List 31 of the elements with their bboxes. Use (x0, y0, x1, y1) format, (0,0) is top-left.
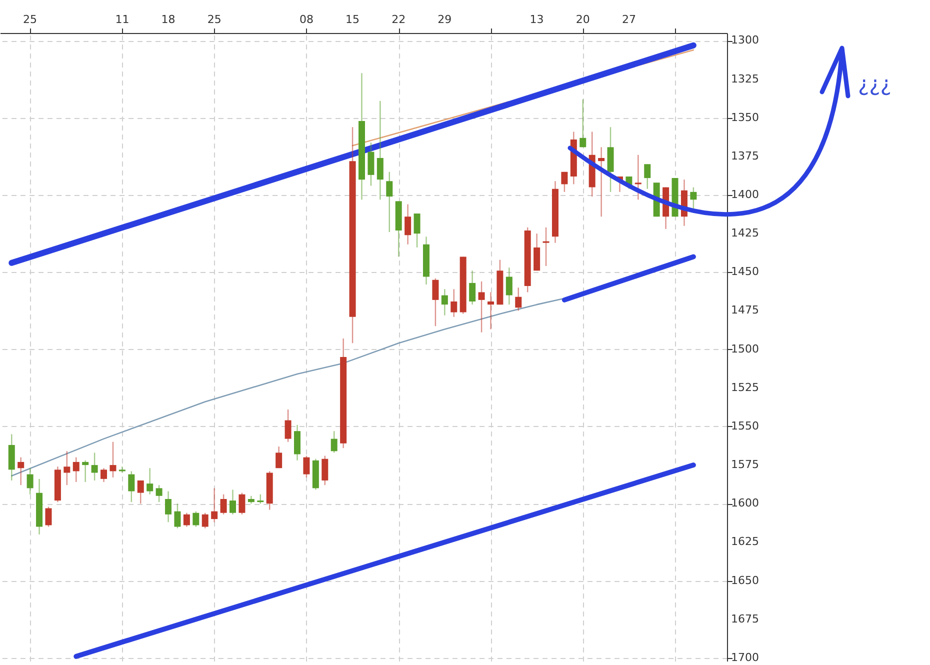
y-tick-label: 1625 (731, 535, 759, 548)
candlestick (118, 466, 126, 474)
y-tick-label: 1700 (731, 650, 759, 664)
text: ¿¿¿ (858, 72, 892, 96)
x-tick-label: 13 (530, 13, 544, 26)
x-tick-label: 11 (115, 13, 130, 26)
y-tick-label: 1500 (731, 342, 759, 356)
y-tick-label: 1650 (731, 574, 759, 587)
y-tick-label: 1675 (731, 612, 759, 626)
y-tick-label: 1325 (731, 72, 759, 86)
line-series (10, 298, 566, 476)
y-tick-label: 1375 (731, 149, 759, 162)
y-tick-label: 1475 (731, 304, 759, 317)
x-tick-label: 08 (299, 13, 314, 26)
x-tick-label: 25 (207, 13, 222, 26)
y-tick-label: 1425 (731, 226, 759, 240)
y-tick-label: 1300 (731, 34, 759, 47)
y-tick-label: 1575 (731, 458, 759, 472)
y-tick-label: 1550 (731, 419, 759, 432)
y-tick-label: 1350 (731, 110, 759, 124)
y-tick-label: 1450 (731, 265, 759, 278)
y-tick-label: 1400 (731, 188, 759, 202)
x-tick-label: 27 (622, 13, 636, 26)
x-tick-label: 15 (346, 13, 360, 26)
x-tick-label: 25 (23, 13, 38, 26)
x-tick-label: 22 (392, 13, 406, 26)
y-tick-label: 1600 (731, 496, 759, 510)
x-tick-label: 20 (576, 13, 590, 26)
x-tick-label: 29 (438, 13, 452, 26)
y-tick-label: 1525 (731, 380, 759, 394)
x-tick-label: 18 (161, 13, 176, 26)
